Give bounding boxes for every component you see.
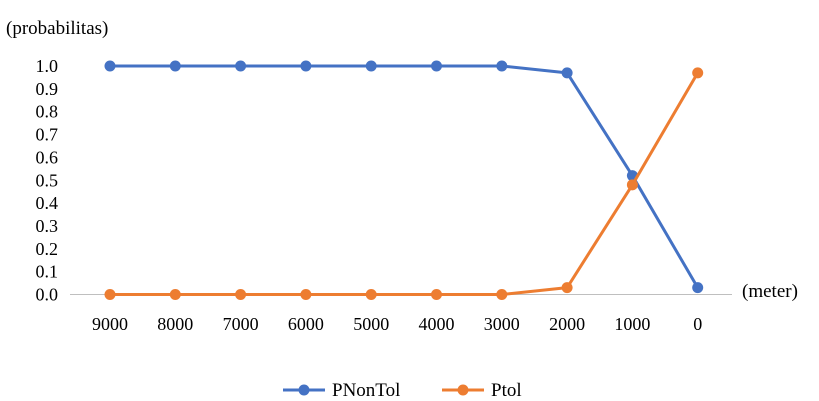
y-tick-label: 0.4 xyxy=(36,193,59,213)
data-point xyxy=(365,289,377,300)
data-point xyxy=(626,179,638,191)
y-tick-label: 0.3 xyxy=(36,216,59,236)
data-point xyxy=(692,282,704,294)
x-tick-label: 8000 xyxy=(157,314,193,334)
data-point xyxy=(300,289,312,300)
y-tick-label: 0.0 xyxy=(36,285,59,305)
data-point xyxy=(300,60,312,72)
x-tick-labels: 9000 8000 7000 6000 5000 4000 3000 2000 1000 0 xyxy=(92,314,702,334)
data-point xyxy=(496,289,508,300)
data-point xyxy=(431,60,442,72)
y-tick-labels: 1.0 0.9 0.8 0.70.6 0.5 0.4 0.3 0.2 0.1 0.0 xyxy=(36,56,59,305)
y-tick-label: 0.8 xyxy=(36,102,59,122)
data-point xyxy=(496,60,508,72)
data-point xyxy=(169,289,181,300)
data-point xyxy=(104,60,116,72)
series-line-ptol xyxy=(110,72,699,296)
x-tick-label: 5000 xyxy=(353,314,389,334)
data-point xyxy=(169,60,181,72)
x-tick-label: 4000 xyxy=(419,314,455,334)
legend-label: PNonTol xyxy=(332,380,400,401)
x-tick-label: 3000 xyxy=(484,314,520,334)
x-tick-label: 1000 xyxy=(614,314,650,334)
y-tick-label: 0.6 xyxy=(36,147,59,167)
data-point xyxy=(692,67,704,79)
x-tick-label: 0 xyxy=(693,314,702,334)
y-tick-label: 0.9 xyxy=(36,79,59,99)
y-tick-label: 0.2 xyxy=(36,239,59,259)
legend-marker xyxy=(457,384,469,396)
x-tick-label: 6000 xyxy=(288,314,324,334)
y-tick-label: 0.1 xyxy=(36,262,59,282)
x-tick-label: 7000 xyxy=(223,314,259,334)
legend-marker xyxy=(298,384,310,396)
data-point xyxy=(235,289,247,300)
series-lines xyxy=(104,60,704,300)
x-axis-label: (meter) xyxy=(742,281,798,302)
legend: PNonTol Ptol xyxy=(283,380,522,401)
data-point xyxy=(365,60,377,72)
x-tick-label: 2000 xyxy=(549,314,585,334)
y-tick-label: 0.7 xyxy=(36,125,59,145)
data-point xyxy=(431,289,442,300)
legend-label: Ptol xyxy=(491,380,522,401)
y-tick-label: 1.0 xyxy=(36,56,59,76)
data-point xyxy=(561,67,573,79)
data-point xyxy=(104,289,116,300)
y-axis-label: (probabilitas) xyxy=(6,18,108,39)
data-point xyxy=(561,282,573,294)
y-tick-label: 0.5 xyxy=(36,170,59,190)
data-point xyxy=(235,60,247,72)
x-tick-label: 9000 xyxy=(92,314,128,334)
series-line-pnontol xyxy=(110,64,699,289)
